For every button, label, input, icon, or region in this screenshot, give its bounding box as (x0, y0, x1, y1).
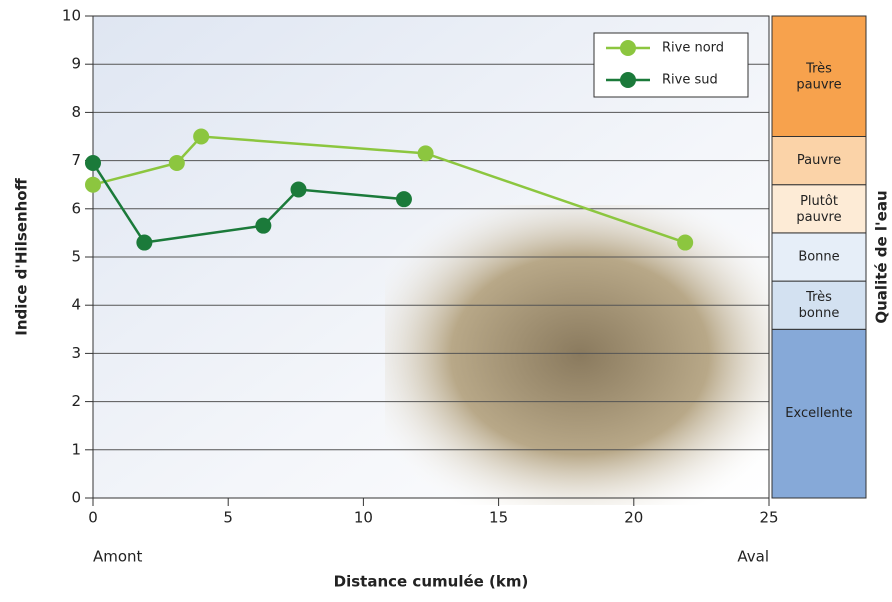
x-annotation: Amont (93, 548, 143, 566)
data-point (255, 217, 272, 234)
quality-band-label: Bonne (798, 250, 839, 265)
x-axis-label: Distance cumulée (km) (334, 573, 529, 591)
y-tick-label: 3 (71, 344, 81, 362)
y-tick-label: 8 (71, 103, 81, 121)
photo (385, 205, 775, 505)
data-point (136, 234, 153, 251)
x-tick-label: 0 (88, 509, 98, 527)
x-tick-label: 15 (489, 509, 508, 527)
data-point (85, 155, 101, 172)
data-point (417, 145, 434, 162)
quality-band-label: Excellente (785, 406, 852, 421)
legend-marker (620, 72, 636, 88)
legend (593, 32, 749, 98)
data-point (193, 128, 210, 145)
x-annotation: Aval (737, 548, 769, 566)
y-axis-label: Indice d'Hilsenhoff (13, 177, 31, 335)
data-point (395, 191, 412, 208)
quality-band-label: Pauvre (797, 153, 841, 168)
y-tick-label: 0 (71, 489, 81, 507)
y-tick-label: 2 (71, 392, 81, 410)
x-tick-label: 25 (759, 509, 778, 527)
legend-marker (620, 40, 636, 56)
legend-label: Rive sud (662, 73, 718, 88)
quality-band (771, 136, 867, 186)
y-tick-label: 9 (71, 55, 81, 73)
quality-band-label: Très pauvre (796, 61, 841, 92)
data-point (290, 181, 307, 198)
y-tick-label: 1 (71, 440, 81, 458)
quality-band (771, 328, 867, 499)
x-tick-label: 20 (624, 509, 643, 527)
y-tick-label: 10 (62, 7, 81, 25)
quality-band (771, 184, 867, 234)
quality-band-label: Très bonne (799, 290, 840, 321)
y-tick-label: 6 (71, 199, 81, 217)
quality-band-label: Plutôt pauvre (796, 193, 841, 224)
data-point (677, 234, 694, 251)
y-tick-label: 5 (71, 248, 81, 266)
y-tick-label: 4 (71, 296, 81, 314)
y-tick-label: 7 (71, 151, 81, 169)
data-point (85, 176, 101, 193)
legend-label: Rive nord (662, 41, 724, 56)
x-tick-label: 10 (354, 509, 373, 527)
y2-axis-label: Qualité de l'eau (873, 190, 891, 323)
data-point (168, 155, 185, 172)
quality-band (771, 232, 867, 282)
x-tick-label: 5 (223, 509, 233, 527)
quality-band (771, 280, 867, 330)
quality-band (771, 15, 867, 137)
